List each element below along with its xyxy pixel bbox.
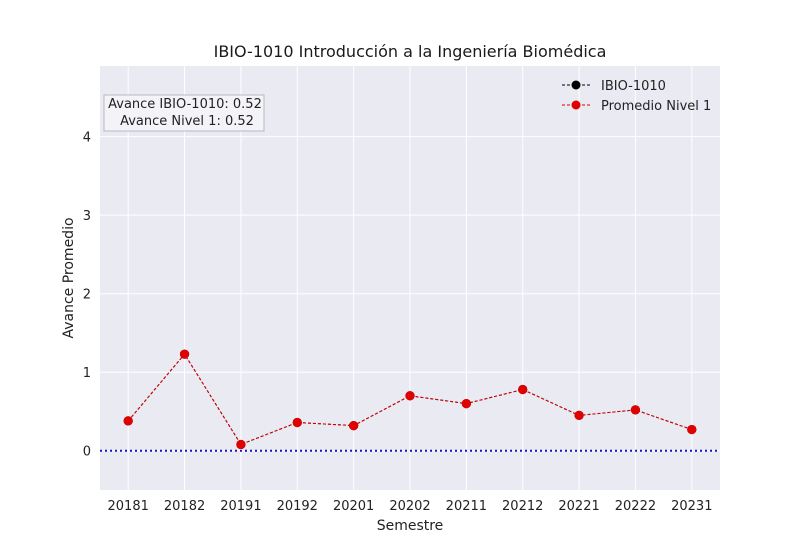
legend-label-ibio-1010: IBIO-1010 [601,79,666,94]
x-tick-label-20182: 20182 [164,499,205,514]
legend-swatch-marker [571,100,581,110]
x-tick-label-20221: 20221 [558,499,599,514]
chart-title: IBIO-1010 Introducción a la Ingeniería B… [214,42,607,61]
data-point-promedio-nivel-1-20212 [518,384,528,395]
y-tick-label-2: 2 [83,288,91,303]
y-tick-label-0: 0 [83,445,91,460]
data-point-promedio-nivel-1-20221 [574,410,584,421]
data-point-promedio-nivel-1-20231 [687,424,697,435]
legend: IBIO-1010 Promedio Nivel 1 [562,79,711,114]
x-tick-label-20202: 20202 [389,499,430,514]
data-point-promedio-nivel-1-20202 [405,391,415,401]
x-tick-label-20212: 20212 [502,499,543,514]
y-axis-label: Avance Promedio [61,217,77,338]
x-tick-labels: 20181 20182 20191 20192 20201 20202 20211 20212… [108,499,713,514]
y-tick-label-3: 3 [83,209,91,224]
x-tick-label-20231: 20231 [671,499,712,514]
x-tick-label-20191: 20191 [220,499,261,514]
annotation-background [103,94,265,132]
data-point-promedio-nivel-1-20191 [236,439,246,450]
x-tick-label-20181: 20181 [108,499,149,514]
annotation-line-2: Avance Nivel 1: 0.52 [120,114,254,129]
x-tick-label-20192: 20192 [277,499,318,514]
x-tick-label-20222: 20222 [615,499,656,514]
x-axis-label: Semestre [377,518,444,534]
y-tick-labels: 0 1 2 3 4 [83,131,91,460]
y-tick-label-4: 4 [83,131,91,146]
annotation-line-1: Avance IBIO-1010: 0.52 [108,97,262,112]
legend-label-promedio-nivel-1: Promedio Nivel 1 [601,99,711,114]
series-promedio-nivel-1 [123,349,697,450]
data-point-promedio-nivel-1-20182 [179,349,190,359]
data-point-promedio-nivel-1-20222 [630,405,641,415]
series-line-promedio-nivel-1 [127,353,692,446]
data-point-promedio-nivel-1-20192 [292,417,302,428]
data-point-promedio-nivel-1-20181 [123,416,133,426]
y-tick-label-1: 1 [83,366,91,381]
legend-entry-promedio-nivel-1: Promedio Nivel 1 [562,99,711,114]
annotation-box: Avance IBIO-1010: 0.52 Avance Nivel 1: 0… [103,94,265,132]
data-point-promedio-nivel-1-20201 [349,421,359,431]
legend-swatch-marker [571,80,581,90]
series-layer [123,349,697,450]
legend-entry-ibio-1010: IBIO-1010 [562,79,666,94]
x-tick-label-20211: 20211 [446,499,487,514]
data-point-promedio-nivel-1-20211 [461,399,471,409]
x-tick-label-20201: 20201 [333,499,374,514]
